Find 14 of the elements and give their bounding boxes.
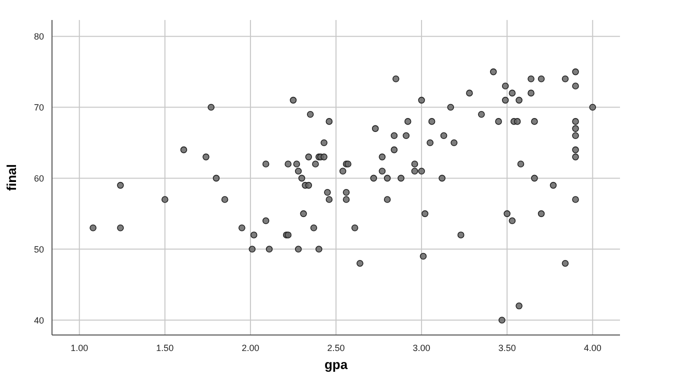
y-tick-label: 70 bbox=[34, 102, 44, 112]
y-tick-label: 40 bbox=[34, 315, 44, 326]
y-tick-label: 50 bbox=[34, 244, 44, 254]
x-tick-label: 2.50 bbox=[327, 343, 345, 353]
y-axis-title: final bbox=[4, 164, 19, 191]
y-tick-label: 60 bbox=[34, 173, 44, 184]
x-tick-label: 3.00 bbox=[412, 343, 430, 353]
y-tick-label: 80 bbox=[34, 31, 44, 42]
x-tick-label: 1.50 bbox=[156, 343, 174, 353]
x-tick-label: 1.00 bbox=[70, 343, 88, 353]
x-axis-title: gpa bbox=[324, 357, 348, 372]
x-tick-label: 2.00 bbox=[242, 343, 260, 353]
x-tick-label: 4.00 bbox=[584, 343, 602, 353]
x-tick-label: 3.50 bbox=[498, 343, 516, 353]
